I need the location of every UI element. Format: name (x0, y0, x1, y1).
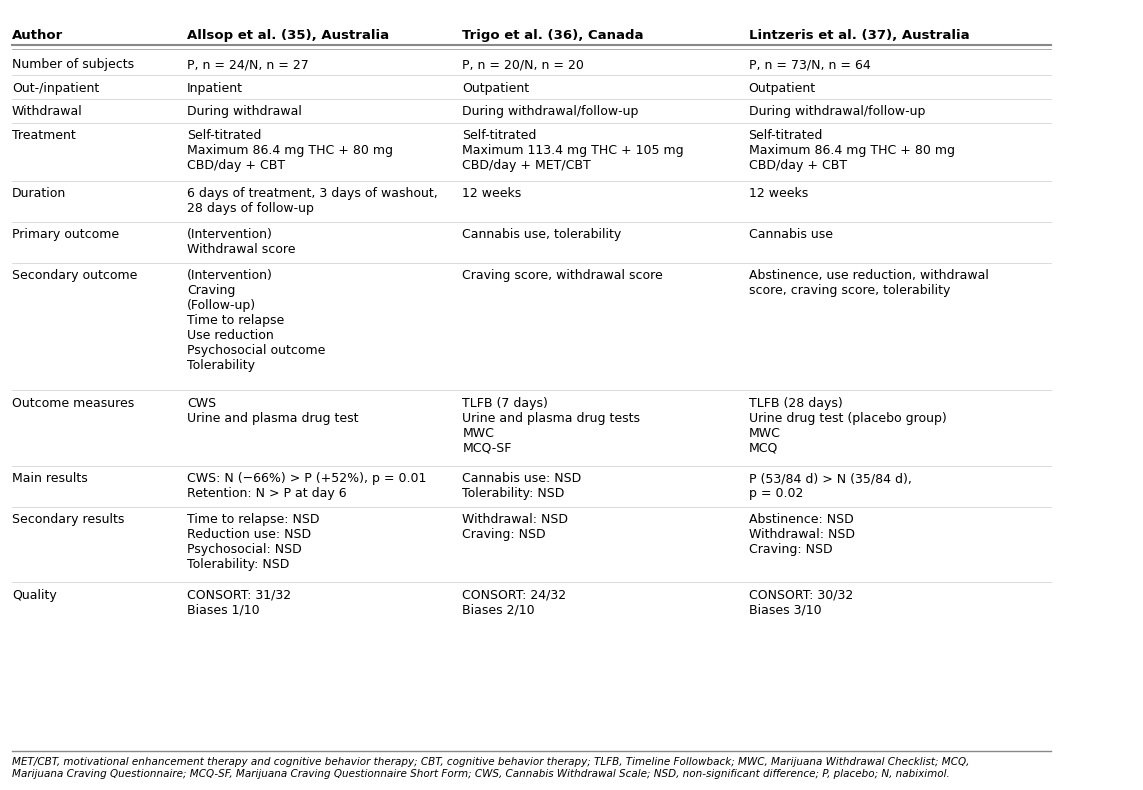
Text: Treatment: Treatment (11, 129, 75, 142)
Text: TLFB (7 days)
Urine and plasma drug tests
MWC
MCQ-SF: TLFB (7 days) Urine and plasma drug test… (463, 397, 640, 454)
Text: MET/CBT, motivational enhancement therapy and cognitive behavior therapy; CBT, c: MET/CBT, motivational enhancement therap… (11, 757, 969, 779)
Text: P, n = 73/N, n = 64: P, n = 73/N, n = 64 (749, 58, 870, 71)
Text: Inpatient: Inpatient (186, 81, 242, 95)
Text: CONSORT: 30/32
Biases 3/10: CONSORT: 30/32 Biases 3/10 (749, 589, 853, 617)
Text: Cannabis use, tolerability: Cannabis use, tolerability (463, 228, 622, 241)
Text: Secondary results: Secondary results (11, 513, 125, 526)
Text: Time to relapse: NSD
Reduction use: NSD
Psychosocial: NSD
Tolerability: NSD: Time to relapse: NSD Reduction use: NSD … (186, 513, 319, 571)
Text: Abstinence, use reduction, withdrawal
score, craving score, tolerability: Abstinence, use reduction, withdrawal sc… (749, 269, 989, 297)
Text: Craving score, withdrawal score: Craving score, withdrawal score (463, 269, 663, 282)
Text: Self-titrated
Maximum 113.4 mg THC + 105 mg
CBD/day + MET/CBT: Self-titrated Maximum 113.4 mg THC + 105… (463, 129, 684, 172)
Text: Outpatient: Outpatient (749, 81, 816, 95)
Text: Out-/inpatient: Out-/inpatient (11, 81, 99, 95)
Text: Trigo et al. (36), Canada: Trigo et al. (36), Canada (463, 29, 644, 42)
Text: 12 weeks: 12 weeks (463, 187, 521, 200)
Text: (Intervention)
Craving
(Follow-up)
Time to relapse
Use reduction
Psychosocial ou: (Intervention) Craving (Follow-up) Time … (186, 269, 326, 372)
Text: Withdrawal: NSD
Craving: NSD: Withdrawal: NSD Craving: NSD (463, 513, 568, 541)
Text: Abstinence: NSD
Withdrawal: NSD
Craving: NSD: Abstinence: NSD Withdrawal: NSD Craving:… (749, 513, 855, 556)
Text: Cannabis use: NSD
Tolerability: NSD: Cannabis use: NSD Tolerability: NSD (463, 472, 582, 500)
Text: Self-titrated
Maximum 86.4 mg THC + 80 mg
CBD/day + CBT: Self-titrated Maximum 86.4 mg THC + 80 m… (749, 129, 954, 172)
Text: CWS
Urine and plasma drug test: CWS Urine and plasma drug test (186, 397, 359, 424)
Text: Duration: Duration (11, 187, 66, 200)
Text: 12 weeks: 12 weeks (749, 187, 808, 200)
Text: 6 days of treatment, 3 days of washout,
28 days of follow-up: 6 days of treatment, 3 days of washout, … (186, 187, 438, 215)
Text: Lintzeris et al. (37), Australia: Lintzeris et al. (37), Australia (749, 29, 969, 42)
Text: During withdrawal/follow-up: During withdrawal/follow-up (463, 105, 639, 118)
Text: Primary outcome: Primary outcome (11, 228, 119, 241)
Text: Outcome measures: Outcome measures (11, 397, 134, 409)
Text: P, n = 24/N, n = 27: P, n = 24/N, n = 27 (186, 58, 309, 71)
Text: Author: Author (11, 29, 63, 42)
Text: Self-titrated
Maximum 86.4 mg THC + 80 mg
CBD/day + CBT: Self-titrated Maximum 86.4 mg THC + 80 m… (186, 129, 393, 172)
Text: TLFB (28 days)
Urine drug test (placebo group)
MWC
MCQ: TLFB (28 days) Urine drug test (placebo … (749, 397, 946, 454)
Text: Number of subjects: Number of subjects (11, 58, 134, 71)
Text: Allsop et al. (35), Australia: Allsop et al. (35), Australia (186, 29, 389, 42)
Text: P, n = 20/N, n = 20: P, n = 20/N, n = 20 (463, 58, 584, 71)
Text: CONSORT: 31/32
Biases 1/10: CONSORT: 31/32 Biases 1/10 (186, 589, 291, 617)
Text: During withdrawal/follow-up: During withdrawal/follow-up (749, 105, 925, 118)
Text: CWS: N (−66%) > P (+52%), p = 0.01
Retention: N > P at day 6: CWS: N (−66%) > P (+52%), p = 0.01 Reten… (186, 472, 426, 500)
Text: Main results: Main results (11, 472, 88, 485)
Text: Cannabis use: Cannabis use (749, 228, 832, 241)
Text: Secondary outcome: Secondary outcome (11, 269, 137, 282)
Text: During withdrawal: During withdrawal (186, 105, 302, 118)
Text: Outpatient: Outpatient (463, 81, 529, 95)
Text: CONSORT: 24/32
Biases 2/10: CONSORT: 24/32 Biases 2/10 (463, 589, 567, 617)
Text: P (53/84 d) > N (35/84 d),
p = 0.02: P (53/84 d) > N (35/84 d), p = 0.02 (749, 472, 911, 500)
Text: Quality: Quality (11, 589, 57, 602)
Text: Withdrawal: Withdrawal (11, 105, 82, 118)
Text: (Intervention)
Withdrawal score: (Intervention) Withdrawal score (186, 228, 295, 256)
